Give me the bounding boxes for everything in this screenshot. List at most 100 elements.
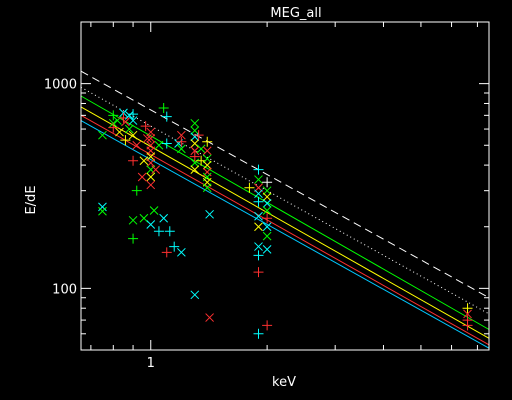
- data-point: [146, 127, 156, 137]
- data-point: [131, 185, 142, 196]
- data-point: [262, 213, 273, 224]
- data-point: [262, 245, 272, 254]
- data-point: [146, 158, 156, 168]
- data-point: [190, 165, 200, 175]
- x-axis-label: keV: [272, 375, 296, 390]
- data-point: [189, 151, 200, 162]
- data-point: [108, 110, 119, 121]
- data-point: [462, 320, 473, 331]
- data-point: [143, 134, 152, 143]
- data-point: [124, 110, 134, 120]
- data-point: [149, 206, 159, 215]
- data-point: [153, 226, 164, 237]
- data-point: [254, 175, 263, 184]
- y-tick-label: 1000: [44, 78, 77, 93]
- data-point: [262, 186, 272, 196]
- data-point: [196, 144, 206, 154]
- data-point: [161, 138, 172, 149]
- data-point: [463, 309, 472, 319]
- y-tick-label: 100: [52, 282, 77, 297]
- data-point: [253, 328, 264, 339]
- data-point: [202, 160, 212, 170]
- data-point: [98, 206, 107, 216]
- data-point: [137, 172, 147, 182]
- data-point: [253, 267, 264, 278]
- reference-lines: [80, 70, 490, 349]
- data-point: [462, 303, 473, 314]
- data-point: [202, 183, 212, 193]
- data-point: [124, 124, 134, 134]
- reference-line-3: [80, 95, 490, 330]
- data-point: [146, 220, 156, 229]
- data-point: [190, 139, 200, 148]
- data-point: [161, 111, 172, 122]
- data-point: [128, 233, 139, 244]
- reference-line-6: [80, 120, 490, 349]
- data-point: [128, 130, 138, 140]
- data-point: [146, 134, 156, 143]
- data-point: [140, 121, 151, 132]
- data-point: [161, 247, 172, 258]
- data-point: [132, 140, 142, 150]
- data-point: [193, 130, 204, 141]
- data-point: [262, 231, 272, 241]
- data-point: [177, 247, 186, 257]
- data-point: [262, 199, 272, 208]
- reference-line-4: [80, 106, 490, 339]
- data-point: [262, 320, 273, 331]
- data-point: [262, 177, 273, 188]
- data-point: [115, 127, 124, 137]
- data-point: [205, 313, 214, 322]
- data-points: [98, 103, 473, 339]
- data-point: [151, 165, 161, 175]
- reference-line-5: [80, 114, 490, 346]
- data-point: [262, 206, 272, 215]
- data-point: [128, 155, 139, 166]
- data-point: [254, 211, 263, 221]
- data-point: [146, 172, 156, 182]
- data-point: [254, 242, 263, 251]
- data-point: [202, 136, 213, 147]
- data-point: [98, 202, 107, 212]
- data-point: [98, 130, 107, 140]
- data-point: [254, 222, 263, 232]
- data-point: [169, 241, 180, 252]
- data-point: [164, 226, 175, 237]
- y-axis-label: E/dE: [24, 185, 39, 214]
- data-point: [177, 144, 186, 154]
- data-point: [253, 250, 264, 261]
- data-point: [119, 108, 128, 118]
- chart-title: MEG_all: [270, 6, 321, 21]
- plot-frame: [80, 21, 490, 351]
- data-point: [139, 156, 149, 166]
- reference-line-1: [80, 70, 490, 299]
- data-point: [190, 126, 200, 135]
- data-point: [190, 146, 200, 156]
- data-point: [121, 117, 130, 127]
- x-tick-label: 1: [147, 356, 155, 371]
- data-point: [262, 192, 272, 202]
- data-point: [190, 118, 200, 128]
- data-point: [262, 222, 272, 232]
- data-point: [253, 196, 264, 207]
- data-point: [128, 116, 138, 125]
- reference-line-2: [80, 86, 490, 315]
- data-point: [146, 180, 156, 190]
- data-point: [253, 164, 264, 175]
- data-point: [190, 290, 200, 300]
- data-point: [154, 140, 164, 150]
- data-point: [128, 109, 139, 120]
- data-point: [205, 209, 214, 219]
- plot-axes: 1 100 1000: [44, 21, 490, 371]
- data-point: [190, 158, 200, 168]
- data-point: [244, 182, 255, 193]
- data-point: [176, 136, 187, 147]
- data-point: [158, 103, 169, 114]
- data-point: [146, 152, 156, 161]
- data-point: [120, 135, 131, 146]
- data-point: [202, 146, 212, 156]
- data-point: [254, 189, 263, 199]
- data-point: [177, 130, 186, 140]
- data-point: [202, 154, 212, 164]
